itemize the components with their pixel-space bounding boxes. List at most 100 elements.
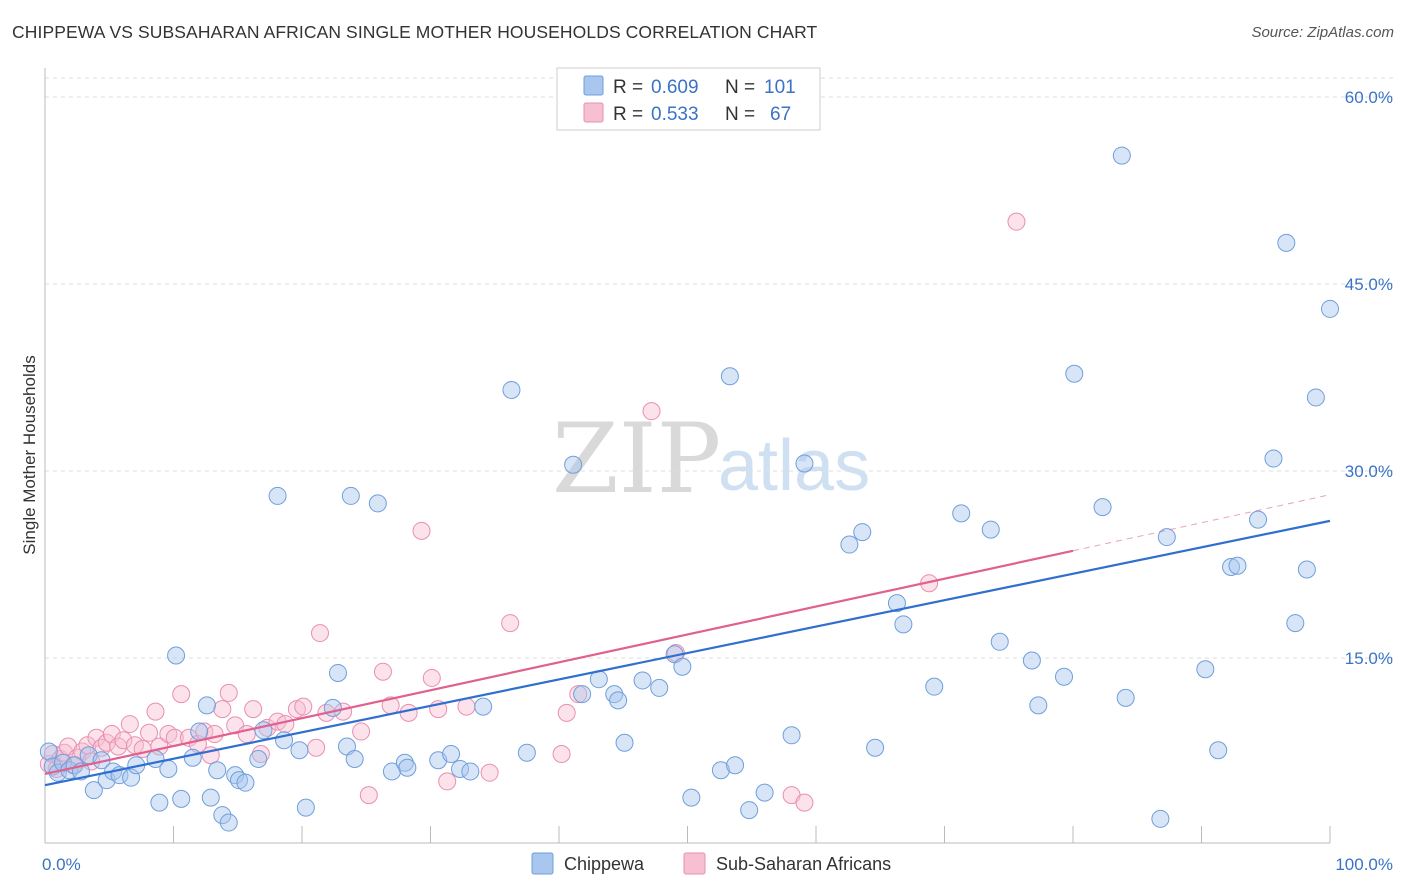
chippewa-point-26 (219, 813, 238, 832)
chippewa-point-52 (564, 455, 583, 474)
chippewa-point-48 (461, 762, 480, 781)
chippewa-point-24 (208, 761, 227, 780)
chippewa-point-88 (1196, 660, 1215, 679)
chippewa-point-30 (249, 749, 268, 768)
chippewa-point-19 (172, 789, 191, 808)
sub-saharan-point-61 (642, 402, 661, 421)
series-legend: Chippewa Sub-Saharan Africans (531, 852, 891, 875)
series-legend-label-sub-saharan: Sub-Saharan Africans (716, 854, 891, 874)
chippewa-point-71 (853, 523, 872, 542)
chippewa-point-25 (213, 806, 232, 825)
chippewa-point-90 (1222, 557, 1241, 576)
chippewa-point-80 (1029, 696, 1048, 715)
chippewa-point-83 (1093, 498, 1112, 517)
chippewa-point-96 (1297, 560, 1316, 579)
legend-r-label-1: R = (613, 77, 643, 98)
sub-saharan-point-36 (251, 744, 270, 763)
chippewa-point-85 (1112, 146, 1131, 165)
sub-saharan-point-58 (552, 744, 571, 763)
chippewa-point-92 (1249, 510, 1268, 529)
chippewa-point-91 (1228, 556, 1247, 575)
legend-swatch-sub-saharan (583, 102, 604, 123)
sub-saharan-point-21 (146, 702, 165, 721)
chippewa-point-43 (395, 753, 414, 772)
sub-saharan-point-47 (359, 786, 378, 805)
chippewa-point-34 (290, 741, 309, 760)
x-tick-label-1: 100.0% (1335, 855, 1393, 874)
chippewa-trend-line (44, 519, 1331, 787)
chippewa-point-70 (840, 535, 859, 554)
sub-saharan-point-59 (557, 703, 576, 722)
chippewa-point-20 (183, 748, 202, 767)
y-tick-labels: 15.0% 30.0% 45.0% 60.0% (1345, 88, 1393, 668)
chippewa-point-95 (1286, 614, 1305, 633)
chippewa-point-17 (159, 759, 178, 778)
sub-saharan-point-16 (114, 731, 133, 750)
chippewa-point-21 (190, 722, 209, 741)
chippewa-point-3 (53, 753, 72, 772)
chippewa-point-76 (952, 504, 971, 523)
chippewa-point-18 (167, 646, 186, 665)
chippewa-point-97 (1306, 388, 1325, 407)
chippewa-point-63 (711, 761, 730, 780)
legend-n-label-2: N = (725, 104, 755, 125)
series-legend-label-chippewa: Chippewa (564, 854, 645, 874)
chippewa-point-64 (720, 367, 739, 386)
chippewa-point-37 (328, 663, 347, 682)
sub-saharan-point-25 (172, 685, 191, 704)
chippewa-point-69 (795, 454, 814, 473)
series-sub-saharan-africans-points (39, 212, 1026, 812)
series-legend-swatch-sub-saharan (683, 852, 706, 875)
sub-saharan-point-64 (795, 793, 814, 812)
sub-saharan-trend-line (44, 549, 1074, 776)
chippewa-point-0 (39, 742, 58, 761)
y-tick-label-0: 15.0% (1345, 649, 1393, 668)
chippewa-point-84 (1116, 688, 1135, 707)
chippewa-point-74 (894, 615, 913, 634)
legend-r-label-2: R = (613, 104, 643, 125)
watermark-atlas: atlas (718, 426, 870, 506)
sub-saharan-point-43 (310, 624, 329, 643)
sub-saharan-point-11 (87, 728, 106, 747)
sub-saharan-point-41 (294, 697, 313, 716)
axes (44, 68, 1331, 844)
chippewa-point-89 (1209, 741, 1228, 760)
sub-saharan-point-50 (399, 703, 418, 722)
chippewa-point-67 (755, 783, 774, 802)
chippewa-point-72 (866, 738, 885, 757)
sub-saharan-point-60 (569, 685, 588, 704)
chippewa-point-58 (633, 671, 652, 690)
legend-n-value-1: 101 (764, 77, 796, 98)
trend-lines (44, 494, 1331, 787)
sub-saharan-point-31 (213, 700, 232, 719)
chippewa-point-62 (682, 788, 701, 807)
chippewa-point-51 (517, 743, 536, 762)
source-label: Source: ZipAtlas.com (1251, 24, 1394, 41)
chippewa-point-73 (887, 594, 906, 613)
chippewa-point-39 (341, 486, 360, 505)
chippewa-point-94 (1277, 233, 1296, 252)
sub-saharan-point-30 (205, 725, 224, 744)
chippewa-point-77 (981, 520, 1000, 539)
chippewa-point-32 (268, 486, 287, 505)
chart-title: CHIPPEWA VS SUBSAHARAN AFRICAN SINGLE MO… (12, 22, 818, 42)
legend-n-label-1: N = (725, 77, 755, 98)
y-tick-label-2: 45.0% (1345, 275, 1393, 294)
y-tick-label-3: 60.0% (1345, 88, 1393, 107)
chippewa-point-98 (1321, 299, 1339, 318)
sub-saharan-point-32 (219, 683, 238, 702)
chippewa-point-16 (150, 793, 169, 812)
sub-saharan-point-17 (120, 715, 139, 734)
chippewa-point-82 (1065, 364, 1084, 383)
sub-saharan-point-46 (352, 722, 371, 741)
legend-swatch-chippewa (583, 75, 604, 96)
x-tick-labels: 0.0% 100.0% (42, 855, 1393, 874)
chippewa-point-56 (609, 691, 628, 710)
chippewa-point-59 (650, 678, 669, 697)
sub-saharan-point-20 (140, 723, 159, 742)
watermark: ZIP atlas (552, 403, 870, 515)
sub-saharan-point-51 (412, 521, 431, 540)
sub-saharan-trend-extension (1072, 494, 1331, 552)
sub-saharan-point-48 (373, 662, 392, 681)
chippewa-point-66 (740, 801, 759, 820)
